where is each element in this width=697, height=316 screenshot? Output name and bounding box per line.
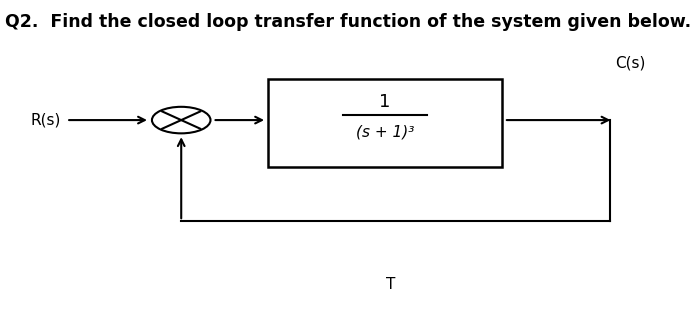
Text: T: T bbox=[385, 277, 395, 292]
Text: (s + 1)³: (s + 1)³ bbox=[356, 125, 414, 140]
Text: C(s): C(s) bbox=[615, 56, 646, 71]
Text: R(s): R(s) bbox=[30, 112, 61, 128]
Text: Q2.  Find the closed loop transfer function of the system given below.: Q2. Find the closed loop transfer functi… bbox=[6, 13, 691, 31]
Bar bbox=[268, 79, 502, 167]
Text: 1: 1 bbox=[379, 93, 391, 111]
